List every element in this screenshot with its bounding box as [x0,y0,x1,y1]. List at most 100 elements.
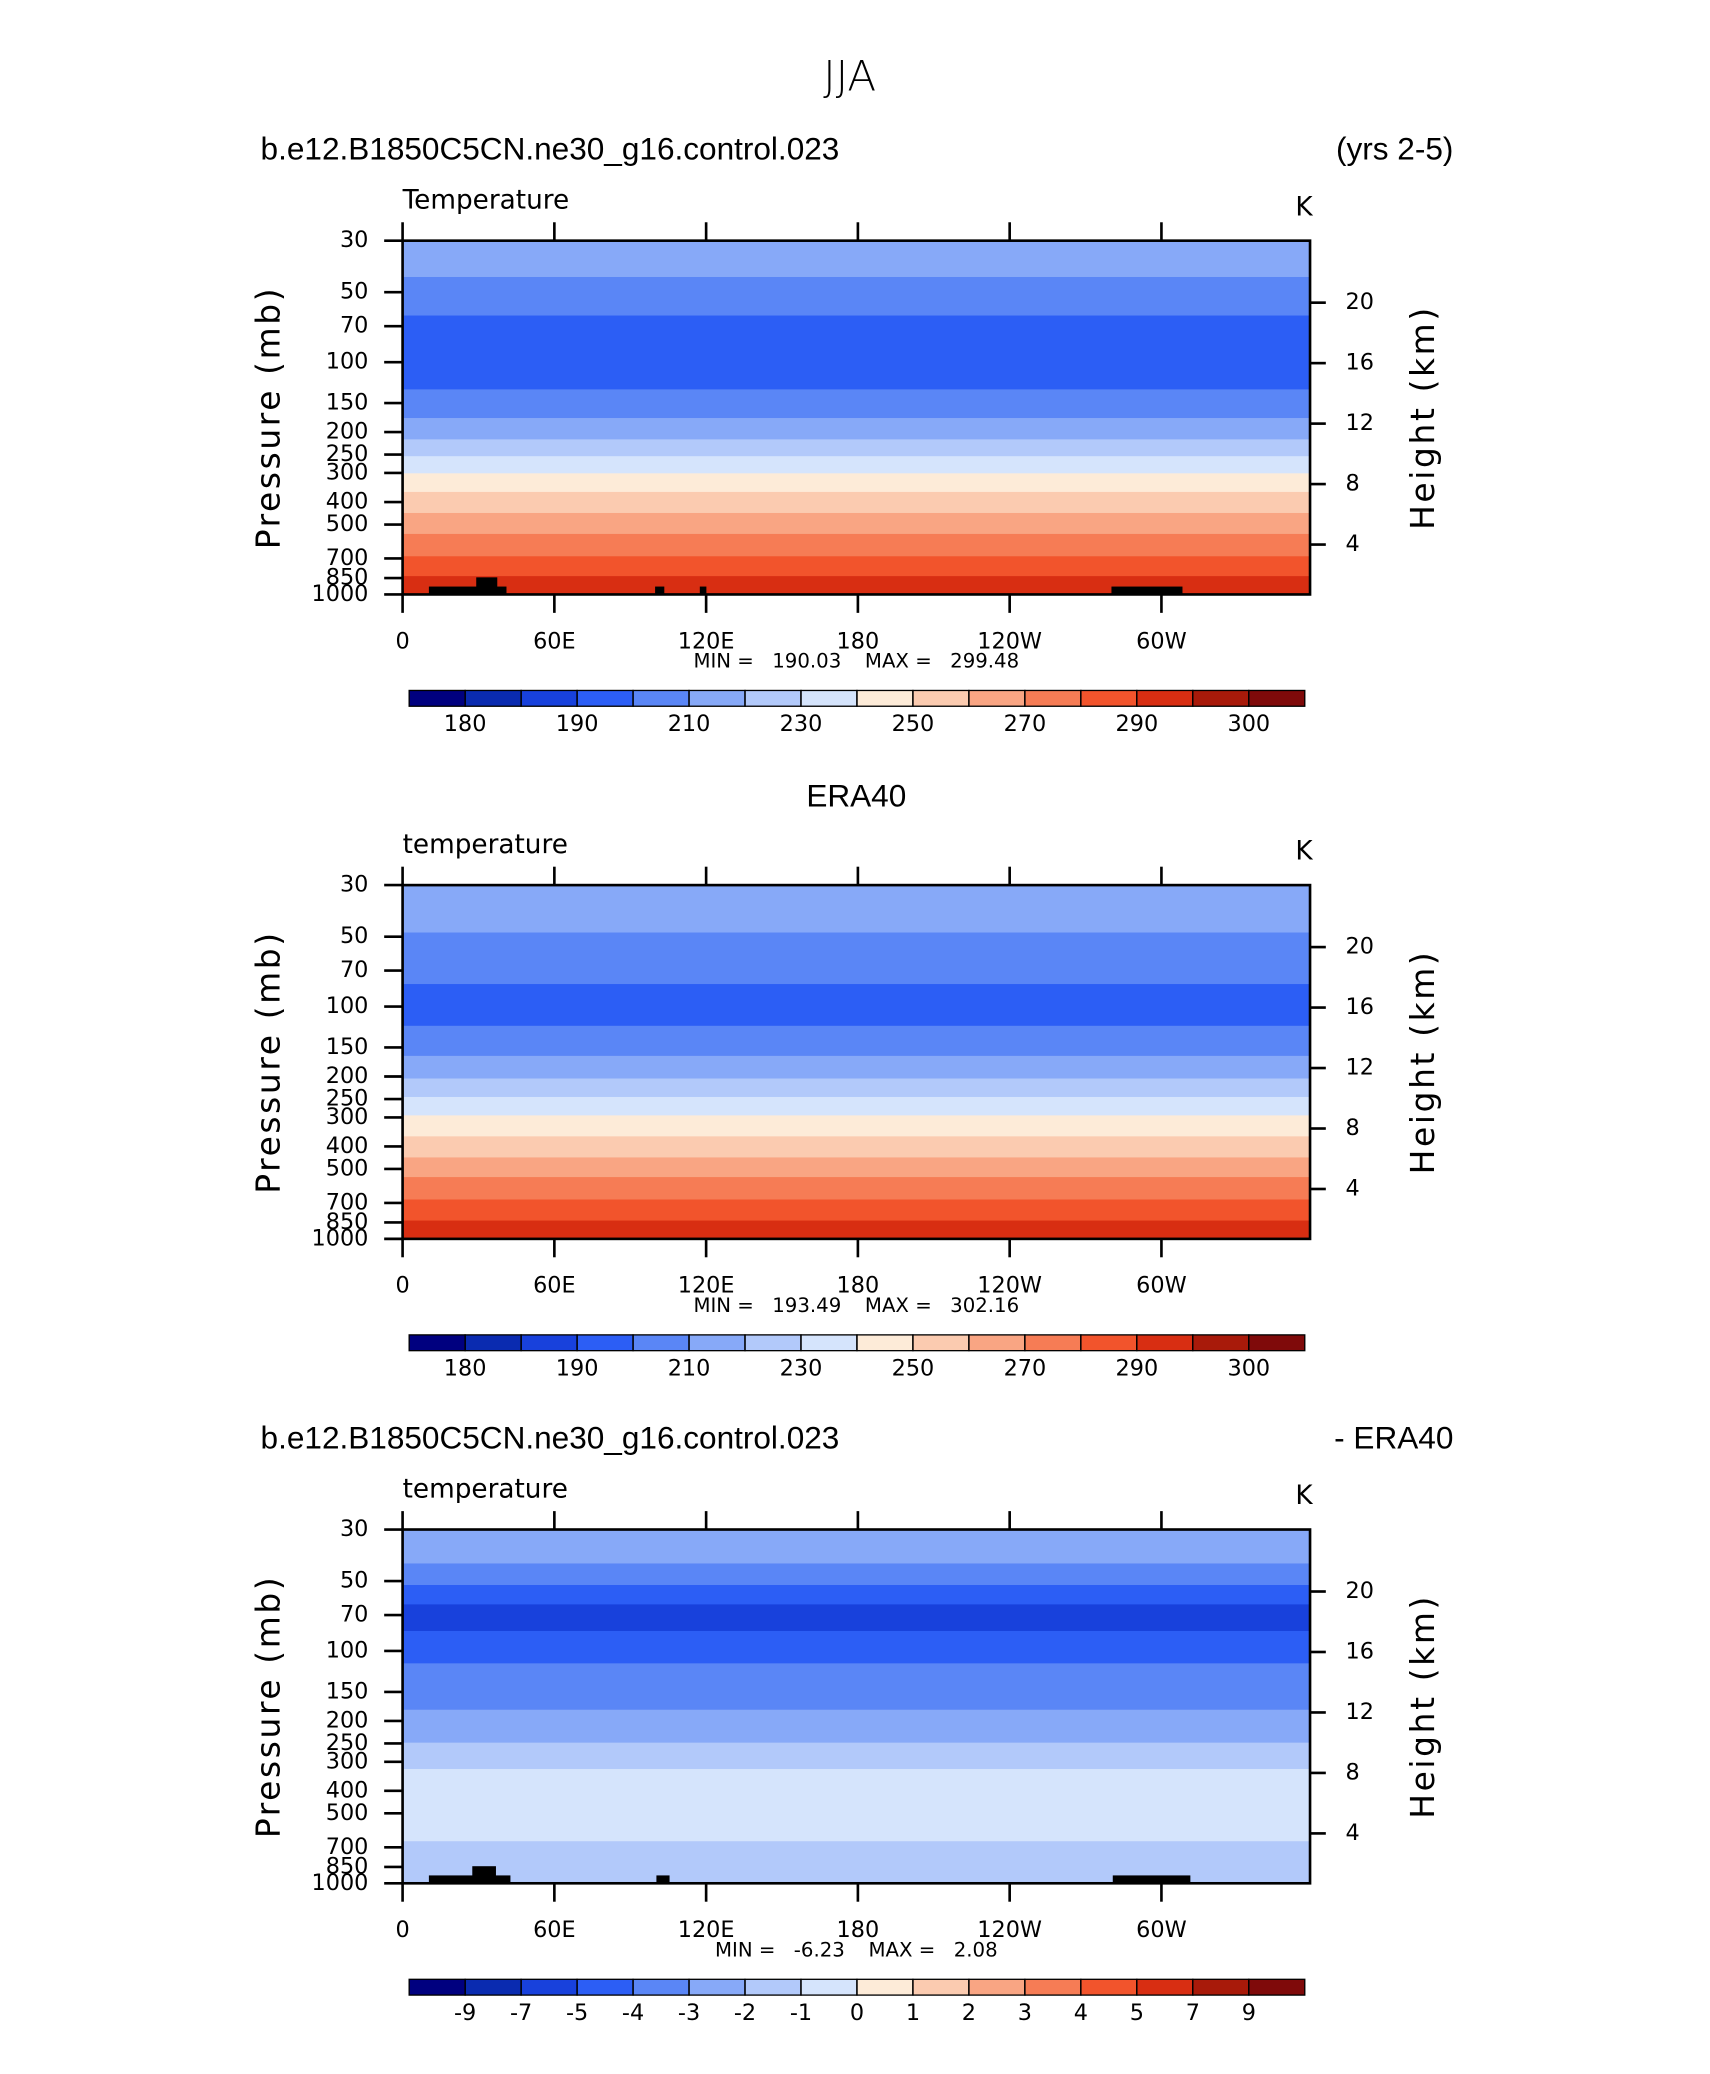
min-max-part: 190.03 [772,649,841,672]
contour-band [402,1157,1311,1178]
y2-tick-label: 8 [1346,1759,1360,1785]
colorbar-box [800,1334,858,1352]
colorbar-box [688,1334,746,1352]
contour-band [402,533,1311,557]
contour-band [402,1709,1311,1744]
x-tick-label: 120W [977,628,1042,654]
y2-tick-label: 12 [1346,1699,1374,1725]
x-tick-label: 120E [678,628,735,654]
colorbar-label: 270 [1004,1356,1047,1382]
panel: b.e12.B1850C5CN.ne30_g16.control.023 - ER… [248,1419,1453,2026]
colorbar-label: 270 [1004,711,1047,737]
colorbar-box [912,1334,970,1352]
y2-axis-label: Height (km) [1403,950,1442,1175]
contour-band [402,512,1311,535]
colorbar-box [856,1978,914,1996]
colorbar-box [520,1334,578,1352]
y2-axis-label: Height (km) [1403,1594,1442,1819]
contour-band [402,418,1311,441]
contour-band [402,1663,1311,1711]
y-tick-label: 200 [326,1707,369,1733]
panel-title: ERA40 [806,778,906,814]
colorbar-label: 180 [444,1356,487,1382]
colorbar-box [464,1334,522,1352]
subtitle: temperature [403,830,568,860]
y-tick-label: 200 [326,1063,369,1089]
mask [1111,586,1183,595]
panel-title-right: - ERA40 [1334,1419,1453,1455]
colorbar-label: -4 [622,2000,644,2026]
panel-title-right: (yrs 2-5) [1336,131,1453,167]
colorbar-label: 190 [556,711,599,737]
y-tick-label: 400 [326,1133,369,1159]
y-tick-label: 70 [340,313,368,339]
y-tick-label: 50 [340,1568,368,1594]
min-max-part: MIN = [715,1938,775,1961]
contour-band [402,1220,1311,1240]
plot-frame [401,239,1312,596]
y-tick-label: 500 [326,511,369,537]
contour-band [402,1136,1311,1159]
y-axis-label: Pressure (mb) [248,930,287,1193]
colorbar-box [1136,1978,1194,1996]
x-tick-label: 120W [977,1273,1042,1299]
contour-band [402,932,1311,985]
colorbar-box [1136,1334,1194,1352]
y-tick-label: 30 [340,872,368,898]
y-tick-label: 100 [326,993,369,1019]
panel-title-left: b.e12.B1850C5CN.ne30_g16.control.023 [261,1419,840,1455]
y2-tick-label: 4 [1346,531,1360,557]
contour-band [402,240,1311,278]
y2-axis-label: Height (km) [1403,305,1442,530]
min-max-part: MIN = [693,649,753,672]
colorbar-box [744,1978,802,1996]
y-tick-label: 70 [340,957,368,983]
y-tick-label: 300 [326,1748,369,1774]
colorbar-box [1024,1978,1082,1996]
colorbar-box [800,689,858,707]
plot-frame [401,1528,1312,1885]
y2-tick-label: 16 [1346,994,1374,1020]
y-tick-label: 300 [326,1104,369,1130]
x-tick-label: 0 [395,628,409,654]
y-axis-label: Pressure (mb) [248,286,287,549]
colorbar-box [1192,689,1250,707]
y-tick-label: 250 [326,1086,369,1112]
colorbar-label: 1 [906,2000,920,2026]
contour-band [402,1768,1311,1842]
plot-frame [401,883,1312,1241]
min-max: MIN = -6.23 MAX = 2.08 [715,1938,998,1961]
land-mask [428,577,1191,1884]
colorbar-box [688,689,746,707]
min-max-part: MAX = [865,649,932,672]
colorbar-box [408,1978,466,1996]
y2-tick-label: 12 [1346,1055,1374,1081]
colorbar-box [1136,689,1194,707]
colorbar-box [688,1978,746,1996]
colorbar-label: -5 [566,2000,588,2026]
colorbar-label: -1 [790,2000,812,2026]
y-tick-label: 50 [340,923,368,949]
colorbar-box [464,1978,522,1996]
y-tick-label: 300 [326,459,369,485]
colorbar-box [464,689,522,707]
y2-tick-label: 8 [1346,1115,1360,1141]
colorbar-label: 3 [1018,2000,1032,2026]
y2-tick-label: 20 [1346,1578,1374,1604]
colorbar-label: 2 [962,2000,976,2026]
contour-band [402,984,1311,1027]
y-tick-label: 150 [326,1678,369,1704]
contour-band [402,389,1311,419]
contour-band [402,885,1311,934]
panel: ERA40 temperature K Pressure (mb) Height (km… [248,778,1442,1382]
colorbar-box [1192,1978,1250,1996]
subtitle: temperature [403,1475,568,1505]
colorbar-box [520,1978,578,1996]
y-tick-label: 150 [326,390,369,416]
y-tick-label: 700 [326,1189,369,1215]
colorbar-box [632,1978,690,1996]
y-tick-label: 100 [326,349,369,375]
min-max: MIN = 193.49 MAX = 302.16 [693,1293,1019,1316]
y-tick-label: 1000 [312,581,369,607]
contour-band [402,491,1311,514]
